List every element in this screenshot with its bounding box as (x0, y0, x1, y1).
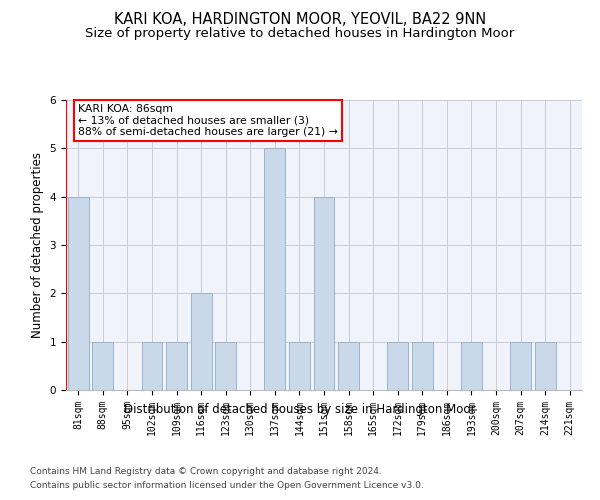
Text: KARI KOA, HARDINGTON MOOR, YEOVIL, BA22 9NN: KARI KOA, HARDINGTON MOOR, YEOVIL, BA22 … (114, 12, 486, 28)
Text: Size of property relative to detached houses in Hardington Moor: Size of property relative to detached ho… (85, 28, 515, 40)
Bar (92, 342, 113, 390)
Bar (166, 342, 187, 390)
Text: Distribution of detached houses by size in Hardington Moor: Distribution of detached houses by size … (124, 402, 476, 415)
Bar (387, 342, 408, 390)
Bar (142, 342, 163, 390)
Bar (265, 148, 286, 390)
Text: Contains HM Land Registry data © Crown copyright and database right 2024.: Contains HM Land Registry data © Crown c… (30, 468, 382, 476)
Bar (68, 196, 89, 390)
Bar (412, 342, 433, 390)
Bar (510, 342, 531, 390)
Bar (535, 342, 556, 390)
Bar (289, 342, 310, 390)
Text: KARI KOA: 86sqm
← 13% of detached houses are smaller (3)
88% of semi-detached ho: KARI KOA: 86sqm ← 13% of detached houses… (78, 104, 338, 137)
Bar (338, 342, 359, 390)
Bar (461, 342, 482, 390)
Text: Contains public sector information licensed under the Open Government Licence v3: Contains public sector information licen… (30, 481, 424, 490)
Y-axis label: Number of detached properties: Number of detached properties (31, 152, 44, 338)
Bar (314, 196, 334, 390)
Bar (215, 342, 236, 390)
Bar (191, 294, 212, 390)
